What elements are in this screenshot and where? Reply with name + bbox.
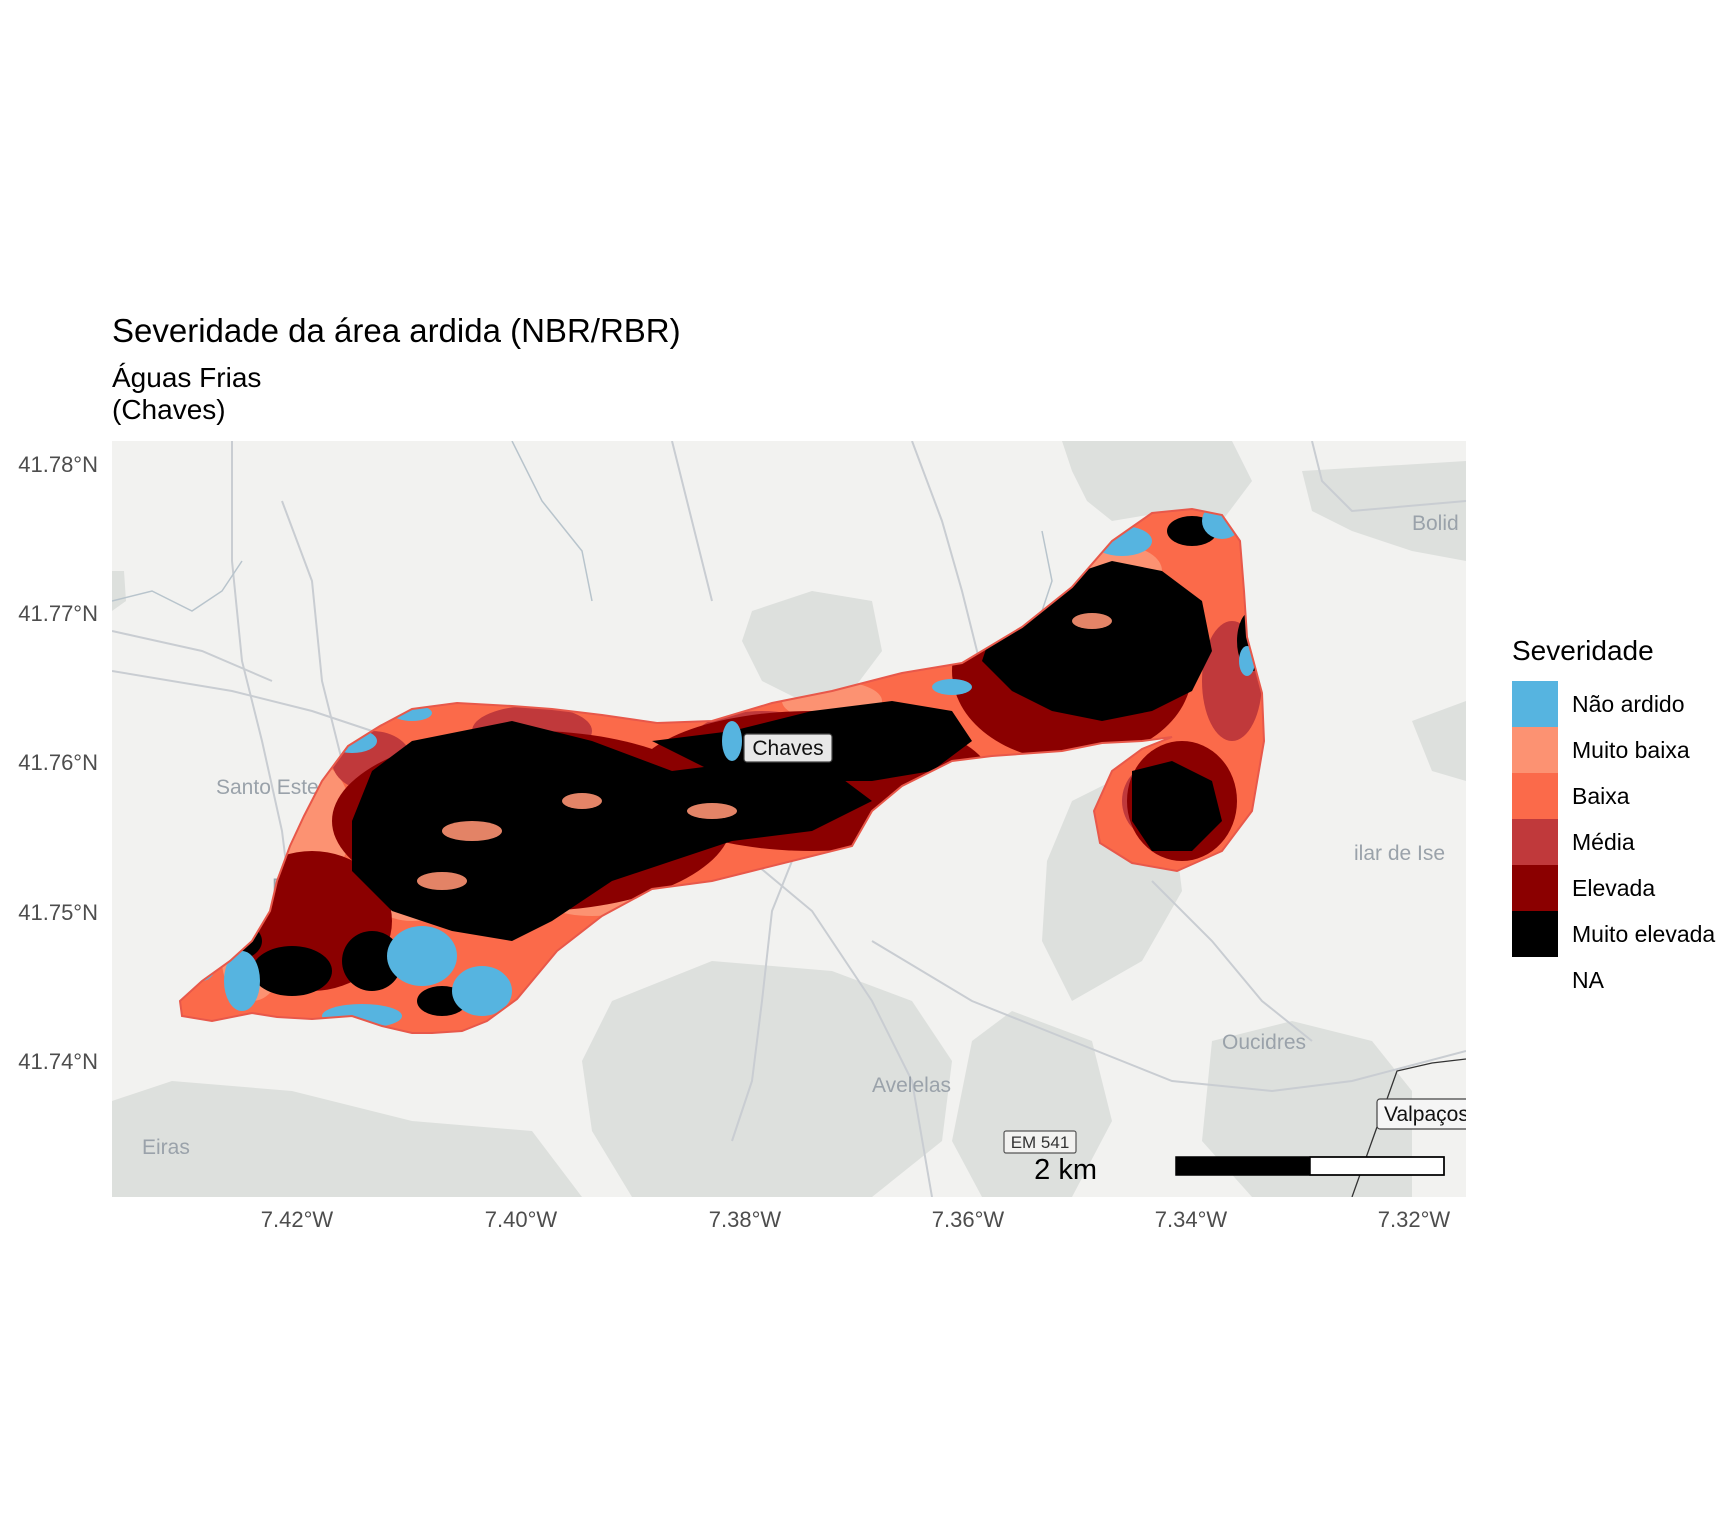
lat-tick-label: 41.76°N — [18, 750, 98, 775]
legend-label: Elevada — [1572, 874, 1656, 901]
legend-item: Muito baixa — [1512, 727, 1715, 773]
legend-item: Baixa — [1512, 773, 1715, 819]
lon-tick-label: 7.40°W — [484, 1207, 558, 1232]
legend-item: Média — [1512, 819, 1715, 865]
legend-swatch — [1512, 819, 1558, 865]
city-label-chaves-text: Chaves — [752, 737, 823, 760]
lat-tick-label: 41.74°N — [18, 1049, 98, 1074]
place-label-vilar: ilar de Ise — [1354, 842, 1445, 865]
map-canvas[interactable]: Santo Este Fa Eiras Avelelas Oucidres Bo… — [112, 441, 1466, 1197]
legend-label: Muito baixa — [1572, 736, 1690, 763]
road-label: EM 541 — [1011, 1133, 1070, 1152]
city-label-valpacos-text: Valpaços — [1384, 1103, 1466, 1126]
map-panel[interactable]: Santo Este Fa Eiras Avelelas Oucidres Bo… — [112, 441, 1466, 1197]
map-title: Severidade da área ardida (NBR/RBR) — [112, 312, 681, 349]
legend-title: Severidade — [1512, 635, 1654, 666]
legend-swatch — [1512, 773, 1558, 819]
city-label-valpacos: Valpaços — [1376, 1098, 1466, 1130]
scale-bar-label: 2 km — [1034, 1154, 1097, 1186]
scale-bar-segment-white — [1309, 1156, 1445, 1176]
road-shield: EM 541 — [1003, 1130, 1077, 1154]
legend-label: Não ardido — [1572, 690, 1685, 717]
lon-tick-label: 7.36°W — [931, 1207, 1005, 1232]
lat-tick-label: 41.75°N — [18, 900, 98, 925]
legend-item: Elevada — [1512, 865, 1715, 911]
legend-swatch — [1512, 911, 1558, 957]
place-label-santo-estevao: Santo Este — [216, 776, 319, 799]
lon-tick-label: 7.32°W — [1377, 1207, 1451, 1232]
legend-swatch — [1512, 681, 1558, 727]
place-label-oucidres: Oucidres — [1222, 1031, 1306, 1054]
scale-bar-frame — [1175, 1156, 1445, 1176]
legend-swatch — [1512, 727, 1558, 773]
legend-label: NA — [1572, 966, 1604, 993]
legend-item: NA — [1512, 957, 1715, 1003]
lat-tick-label: 41.77°N — [18, 601, 98, 626]
lon-tick-label: 7.42°W — [260, 1207, 334, 1232]
legend-item: Não ardido — [1512, 681, 1715, 727]
legend-label: Média — [1572, 828, 1635, 855]
legend-label: Muito elevada — [1572, 920, 1716, 947]
severity-muito-baixa-streaks — [417, 613, 1112, 890]
subtitle-place: Águas Frias — [112, 362, 262, 393]
legend-items: Não ardido Muito baixa Baixa Média Elevada Mu… — [1512, 681, 1715, 1003]
legend-swatch — [1512, 957, 1558, 1003]
place-label-bolid: Bolid — [1412, 512, 1459, 535]
legend-item: Muito elevada — [1512, 911, 1715, 957]
subtitle-municipality: (Chaves) — [112, 394, 226, 425]
legend-swatch — [1512, 865, 1558, 911]
legend: Severidade Não ardido Muito baixa Baixa Méd… — [1512, 635, 1715, 1003]
map-subtitle: Águas Frias (Chaves) — [112, 362, 261, 426]
city-label-chaves: Chaves — [743, 733, 833, 763]
place-label-eiras: Eiras — [142, 1136, 190, 1159]
lon-tick-label: 7.34°W — [1154, 1207, 1228, 1232]
lon-tick-label: 7.38°W — [708, 1207, 782, 1232]
legend-label: Baixa — [1572, 782, 1630, 809]
scale-bar: 2 km — [1034, 1154, 1445, 1186]
lat-tick-label: 41.78°N — [18, 452, 98, 477]
scale-bar-segment-black — [1176, 1157, 1310, 1175]
place-label-avelelas: Avelelas — [872, 1074, 951, 1097]
